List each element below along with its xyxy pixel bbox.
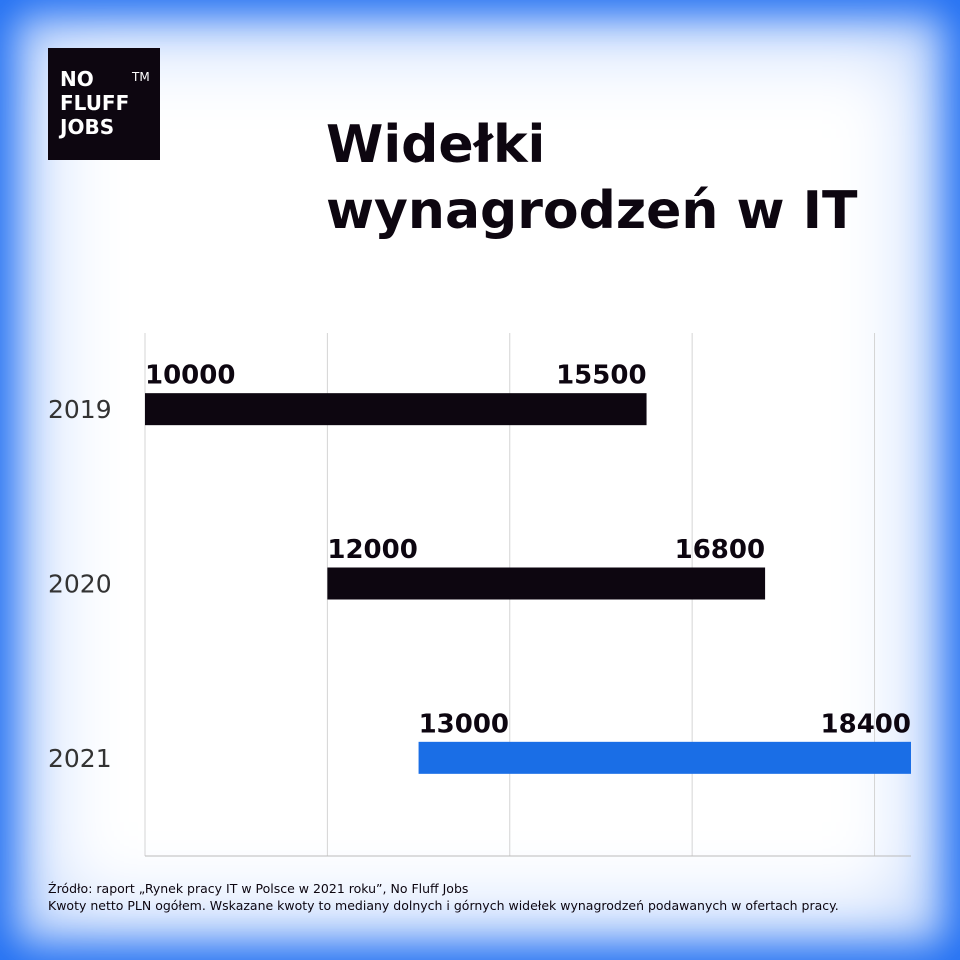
footer-line: Źródło: raport „Rynek pracy IT w Polsce … xyxy=(48,881,469,896)
bar xyxy=(327,567,766,600)
trademark: TM xyxy=(132,70,150,84)
value-label: 16800 xyxy=(675,535,765,565)
y-tick-label: 2020 xyxy=(48,570,112,599)
value-label: 12000 xyxy=(327,535,417,565)
title-line: Widełki xyxy=(326,115,546,175)
footer-line: Kwoty netto PLN ogółem. Wskazane kwoty t… xyxy=(48,898,839,913)
logo-text: JOBS xyxy=(60,115,115,139)
value-label: 10000 xyxy=(145,361,235,391)
logo-text: NO xyxy=(60,67,94,91)
value-label: 18400 xyxy=(821,709,911,739)
footer: Źródło: raport „Rynek pracy IT w Polsce … xyxy=(48,880,839,914)
title-line: wynagrodzeń w IT xyxy=(326,181,858,241)
value-label: 15500 xyxy=(556,361,646,391)
logo: NO FLUFF JOBS TM xyxy=(48,48,160,160)
y-tick-label: 2019 xyxy=(48,395,112,424)
y-tick-label: 2021 xyxy=(48,744,112,773)
bar xyxy=(418,741,911,774)
value-label: 13000 xyxy=(419,709,509,739)
logo-text: FLUFF xyxy=(60,91,130,115)
bar xyxy=(145,393,647,426)
chart-title: Widełki wynagrodzeń w IT xyxy=(326,112,857,244)
